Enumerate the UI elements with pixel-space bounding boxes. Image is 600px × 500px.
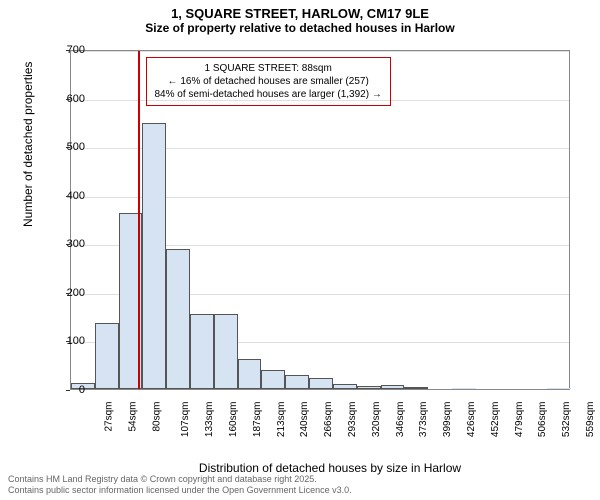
y-axis-label: Number of detached properties: [21, 62, 35, 227]
plot-area: 1 SQUARE STREET: 88sqm← 16% of detached …: [70, 50, 570, 390]
histogram-bar: [142, 123, 166, 389]
xtick-label: 187sqm: [252, 402, 263, 438]
page-title: 1, SQUARE STREET, HARLOW, CM17 9LE: [0, 6, 600, 21]
xtick-label: 346sqm: [395, 402, 406, 438]
xtick-label: 160sqm: [228, 402, 239, 438]
histogram-bar: [357, 386, 381, 389]
xtick-label: 293sqm: [347, 402, 358, 438]
histogram-bar: [309, 378, 333, 389]
xtick-label: 479sqm: [514, 402, 525, 438]
gridline: [71, 51, 569, 52]
annotation-box: 1 SQUARE STREET: 88sqm← 16% of detached …: [146, 57, 391, 106]
xtick-label: 80sqm: [151, 402, 162, 432]
ytick-label: 200: [55, 287, 85, 299]
histogram-bar: [166, 249, 190, 389]
annotation-line: ← 16% of detached houses are smaller (25…: [155, 75, 382, 88]
xtick-label: 266sqm: [323, 402, 334, 438]
histogram-bar: [238, 359, 262, 389]
histogram-bar: [214, 314, 238, 389]
x-axis-label: Distribution of detached houses by size …: [70, 461, 590, 475]
histogram-bar: [404, 387, 428, 389]
xtick-label: 399sqm: [442, 402, 453, 438]
xtick-label: 452sqm: [490, 402, 501, 438]
xtick-label: 320sqm: [371, 402, 382, 438]
xtick-label: 213sqm: [276, 402, 287, 438]
ytick-mark: [66, 293, 70, 294]
annotation-line: 84% of semi-detached houses are larger (…: [155, 88, 382, 101]
ytick-mark: [66, 390, 70, 391]
ytick-label: 300: [55, 238, 85, 250]
ytick-mark: [66, 244, 70, 245]
footer-line-1: Contains HM Land Registry data © Crown c…: [8, 474, 352, 485]
ytick-mark: [66, 147, 70, 148]
page-subtitle: Size of property relative to detached ho…: [0, 21, 600, 35]
ytick-mark: [66, 99, 70, 100]
xtick-label: 240sqm: [299, 402, 310, 438]
xtick-label: 559sqm: [585, 402, 596, 438]
histogram-bar: [285, 375, 309, 389]
footer-line-2: Contains public sector information licen…: [8, 485, 352, 496]
ytick-mark: [66, 50, 70, 51]
xtick-label: 107sqm: [180, 402, 191, 438]
histogram-bar: [547, 388, 571, 389]
histogram-bar: [452, 388, 476, 389]
histogram-bar: [381, 385, 405, 389]
ytick-label: 0: [55, 384, 85, 396]
footer-attribution: Contains HM Land Registry data © Crown c…: [8, 474, 352, 496]
ytick-label: 400: [55, 190, 85, 202]
ytick-mark: [66, 196, 70, 197]
ytick-mark: [66, 341, 70, 342]
annotation-line: 1 SQUARE STREET: 88sqm: [155, 62, 382, 75]
xtick-label: 133sqm: [204, 402, 215, 438]
histogram-bar: [190, 314, 214, 389]
histogram-bar: [333, 384, 357, 389]
xtick-label: 426sqm: [466, 402, 477, 438]
reference-line: [138, 51, 140, 389]
xtick-label: 532sqm: [561, 402, 572, 438]
ytick-label: 600: [55, 93, 85, 105]
ytick-label: 700: [55, 44, 85, 56]
xtick-label: 506sqm: [538, 402, 549, 438]
histogram-bar: [95, 323, 119, 389]
histogram-bar: [261, 370, 285, 389]
xtick-label: 373sqm: [419, 402, 430, 438]
xtick-label: 54sqm: [127, 402, 138, 432]
chart-container: Number of detached properties 1 SQUARE S…: [50, 50, 570, 420]
ytick-label: 100: [55, 335, 85, 347]
ytick-label: 500: [55, 141, 85, 153]
xtick-label: 27sqm: [103, 402, 114, 432]
